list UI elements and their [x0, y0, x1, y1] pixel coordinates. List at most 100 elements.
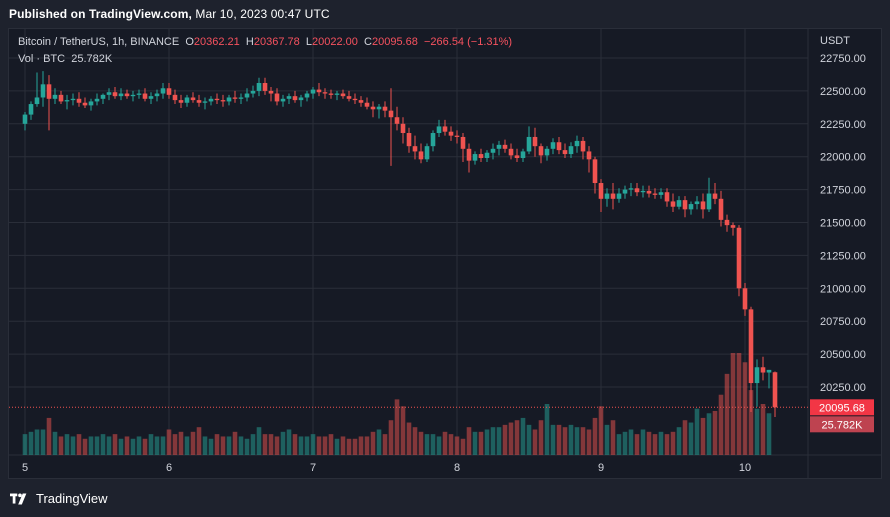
volume-bar — [376, 429, 382, 455]
candle-body — [364, 102, 370, 107]
last-price-tag-label: 20095.68 — [819, 402, 865, 414]
volume-bar — [580, 427, 586, 455]
candle-body — [532, 136, 538, 147]
candle-body — [616, 193, 622, 199]
volume-bar — [598, 406, 604, 455]
volume-bar — [112, 434, 118, 455]
candle-body — [322, 92, 328, 94]
candle-body — [544, 148, 550, 156]
volume-bar — [22, 434, 28, 455]
volume-bar — [430, 434, 436, 455]
volume-bar — [664, 434, 670, 455]
candle-body — [88, 101, 94, 106]
candle-body — [250, 90, 256, 94]
candle-body — [664, 192, 670, 202]
volume-bar — [700, 417, 706, 455]
candle-body — [148, 96, 154, 99]
volume-bar — [394, 399, 400, 455]
candle-body — [472, 154, 478, 161]
volume-bar — [208, 438, 214, 455]
candle-body — [484, 152, 490, 159]
y-tick-label: 20750.00 — [820, 316, 866, 328]
change-value: −266.54 (−1.31%) — [423, 36, 513, 48]
candle-body — [274, 93, 280, 102]
candle-body — [580, 140, 586, 152]
candle-body — [706, 193, 712, 210]
volume-bar — [436, 436, 442, 455]
candle-body — [178, 100, 184, 103]
candle-body — [502, 144, 508, 149]
candle-body — [334, 93, 340, 95]
y-tick-label: 22000.00 — [820, 152, 866, 164]
volume-bar — [244, 438, 250, 455]
candle-body — [646, 190, 652, 194]
volume-bar — [604, 424, 610, 455]
volume-bar — [190, 431, 196, 455]
x-tick-label: 9 — [598, 462, 604, 474]
candle-body — [586, 151, 592, 160]
volume-bar — [202, 436, 208, 455]
candle-body — [628, 188, 634, 190]
low-value: 20022.00 — [312, 36, 358, 48]
candle-body — [394, 117, 400, 124]
volume-bar — [652, 434, 658, 455]
volume-bar — [28, 431, 34, 455]
candle-body — [466, 148, 472, 161]
candle-body — [184, 97, 190, 103]
volume-bar — [712, 410, 718, 455]
volume-bar — [142, 438, 148, 455]
volume-bar — [628, 429, 634, 455]
candle-body — [742, 288, 748, 310]
volume-bar — [742, 362, 748, 455]
candle-body — [442, 126, 448, 132]
candle-body — [760, 367, 766, 373]
volume-bar — [736, 353, 742, 455]
candle-body — [730, 225, 736, 228]
candle-body — [610, 193, 616, 199]
tradingview-footer[interactable]: TradingView — [10, 491, 108, 506]
volume-bar — [568, 424, 574, 455]
candle-body — [340, 93, 346, 97]
candle-body — [478, 154, 484, 159]
candle-body — [262, 83, 268, 91]
volume-bar — [610, 420, 616, 455]
volume-bar — [196, 427, 202, 455]
currency-label: USDT — [820, 35, 850, 47]
candle-body — [376, 106, 382, 110]
candle-body — [430, 133, 436, 147]
published-prefix: Published on TradingView.com, — [9, 7, 192, 21]
volume-bar — [136, 436, 142, 455]
candle-body — [766, 369, 772, 373]
candle-body — [220, 100, 226, 102]
volume-bar — [52, 431, 58, 455]
last-volume-tag-label: 25.782K — [822, 419, 864, 431]
volume-bar — [226, 436, 232, 455]
candle-body — [736, 227, 742, 289]
volume-bar — [550, 424, 556, 455]
close-label: C — [364, 36, 372, 48]
candle-body — [160, 88, 166, 94]
candle-body — [310, 89, 316, 94]
candle-body — [58, 94, 64, 102]
candle-body — [388, 110, 394, 118]
high-label: H — [245, 36, 254, 48]
volume-bar — [154, 436, 160, 455]
volume-bar — [292, 434, 298, 455]
candle-body — [286, 96, 292, 99]
candle-body — [346, 96, 352, 99]
chart-frame[interactable] — [8, 28, 882, 479]
volume-bar — [718, 394, 724, 455]
volume-bar — [658, 431, 664, 455]
candle-body — [556, 142, 562, 151]
volume-bar — [340, 436, 346, 455]
symbol-label: Bitcoin / TetherUS, 1h, BINANCE — [18, 36, 180, 48]
candle-body — [562, 150, 568, 155]
candle-body — [622, 189, 628, 194]
candle-body — [190, 97, 196, 101]
volume-bar — [682, 420, 688, 455]
y-tick-label: 20500.00 — [820, 349, 866, 361]
candle-body — [226, 97, 232, 102]
y-tick-label: 21750.00 — [820, 185, 866, 197]
x-tick-label: 8 — [454, 462, 460, 474]
